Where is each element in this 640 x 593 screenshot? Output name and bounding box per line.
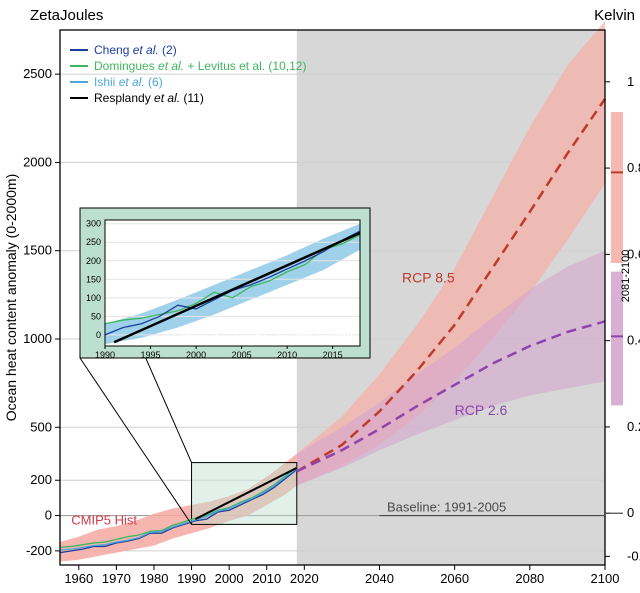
rcp85-label: RCP 8.5 (402, 269, 455, 285)
ytick-left-label: 1500 (23, 243, 52, 258)
xtick-label: 2000 (215, 571, 244, 586)
right-bar-rcp85 (611, 112, 623, 263)
svg-text:1990: 1990 (95, 350, 115, 360)
y-axis-label: Ocean heat content anomaly (0-2000m) (3, 174, 19, 421)
xtick-label: 2060 (440, 571, 469, 586)
ocean-heat-chart: 0501001502002503001990199520002005201020… (0, 0, 640, 593)
svg-text:0: 0 (96, 330, 101, 340)
right-bar-period-label: 2081-2100 (620, 250, 632, 303)
ytick-right-label: 1 (627, 74, 634, 89)
svg-text:300: 300 (86, 219, 101, 229)
xtick-label: 2100 (591, 571, 620, 586)
ytick-left-label: -200 (26, 543, 52, 558)
ytick-right-label: 0.8 (627, 160, 640, 175)
rcp26-label: RCP 2.6 (455, 402, 508, 418)
legend-item: Ishii et al. (6) (94, 75, 163, 89)
ytick-left-label: 0 (45, 508, 52, 523)
svg-text:2000: 2000 (186, 350, 206, 360)
ytick-left-label: 1000 (23, 331, 52, 346)
ytick-left-label: 200 (30, 472, 52, 487)
xtick-label: 1960 (64, 571, 93, 586)
svg-text:2010: 2010 (277, 350, 297, 360)
xtick-label: 2040 (365, 571, 394, 586)
ytick-left-label: 500 (30, 419, 52, 434)
xtick-label: 2020 (290, 571, 319, 586)
svg-text:250: 250 (86, 237, 101, 247)
ytick-right-label: -0.1 (627, 548, 640, 563)
right-axis-title: Kelvin (594, 7, 635, 24)
ytick-right-label: 0 (627, 505, 634, 520)
ytick-left-label: 2500 (23, 66, 52, 81)
inset-caption: Cheng et al. (monthly, Jan1990-Sep2018) (180, 332, 356, 343)
xtick-label: 1990 (177, 571, 206, 586)
svg-text:200: 200 (86, 256, 101, 266)
xtick-label: 2080 (515, 571, 544, 586)
legend-item: Domingues et al. + Levitus et al. (10,12… (94, 59, 306, 73)
xtick-label: 1970 (102, 571, 131, 586)
svg-text:2005: 2005 (232, 350, 252, 360)
svg-text:100: 100 (86, 293, 101, 303)
svg-text:50: 50 (91, 311, 101, 321)
ytick-left-label: 2000 (23, 154, 52, 169)
ytick-right-label: 0.4 (627, 333, 640, 348)
svg-text:150: 150 (86, 274, 101, 284)
left-axis-title: ZetaJoules (30, 7, 103, 24)
ytick-right-label: 0.2 (627, 419, 640, 434)
legend-item: Cheng et al. (2) (94, 43, 177, 57)
cmip5-label: CMIP5 Hist (71, 512, 137, 527)
xtick-label: 2010 (252, 571, 281, 586)
xtick-label: 1980 (140, 571, 169, 586)
legend-item: Resplandy et al. (11) (94, 91, 204, 105)
baseline-label: Baseline: 1991-2005 (387, 499, 506, 514)
svg-text:2015: 2015 (323, 350, 343, 360)
svg-text:1995: 1995 (141, 350, 161, 360)
